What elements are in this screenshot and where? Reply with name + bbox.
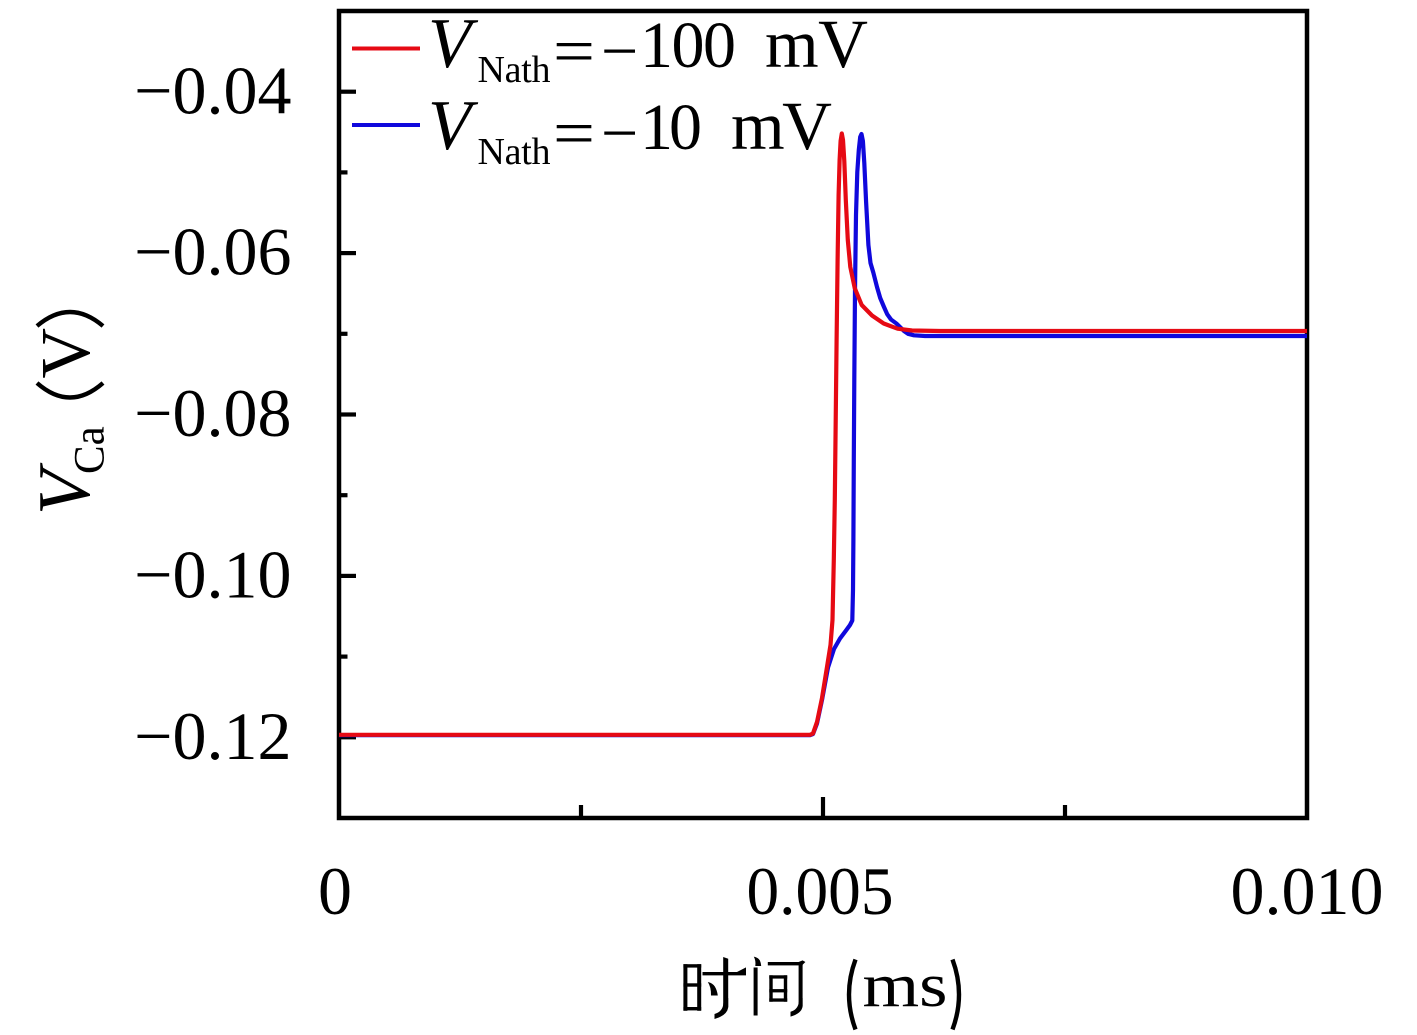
svg-text:V: V [28, 328, 105, 379]
svg-text:=: = [553, 15, 595, 88]
svg-text:−0.04: −0.04 [134, 52, 291, 128]
svg-text:−0.10: −0.10 [134, 537, 291, 613]
svg-text:−0.12: −0.12 [134, 698, 291, 774]
svg-text:100: 100 [640, 9, 736, 82]
svg-text:V: V [428, 5, 479, 83]
svg-text:V: V [24, 462, 106, 515]
svg-text:mV: mV [765, 6, 868, 82]
svg-text:mV: mV [731, 88, 832, 164]
svg-text:Nath: Nath [478, 49, 551, 91]
svg-text:−: − [601, 15, 638, 88]
svg-text:0.010: 0.010 [1231, 853, 1384, 929]
svg-text:0: 0 [318, 853, 352, 929]
svg-text:−0.08: −0.08 [134, 375, 291, 451]
svg-text:=: = [553, 97, 595, 170]
svg-text:−: − [601, 97, 638, 170]
svg-text:0.005: 0.005 [747, 853, 894, 929]
svg-text:−0.06: −0.06 [134, 214, 291, 290]
svg-text:ms: ms [863, 952, 948, 1020]
svg-text:Nath: Nath [478, 131, 551, 173]
svg-text:V: V [428, 87, 479, 165]
svg-text:10: 10 [640, 91, 702, 164]
svg-text:Ca: Ca [67, 426, 114, 474]
